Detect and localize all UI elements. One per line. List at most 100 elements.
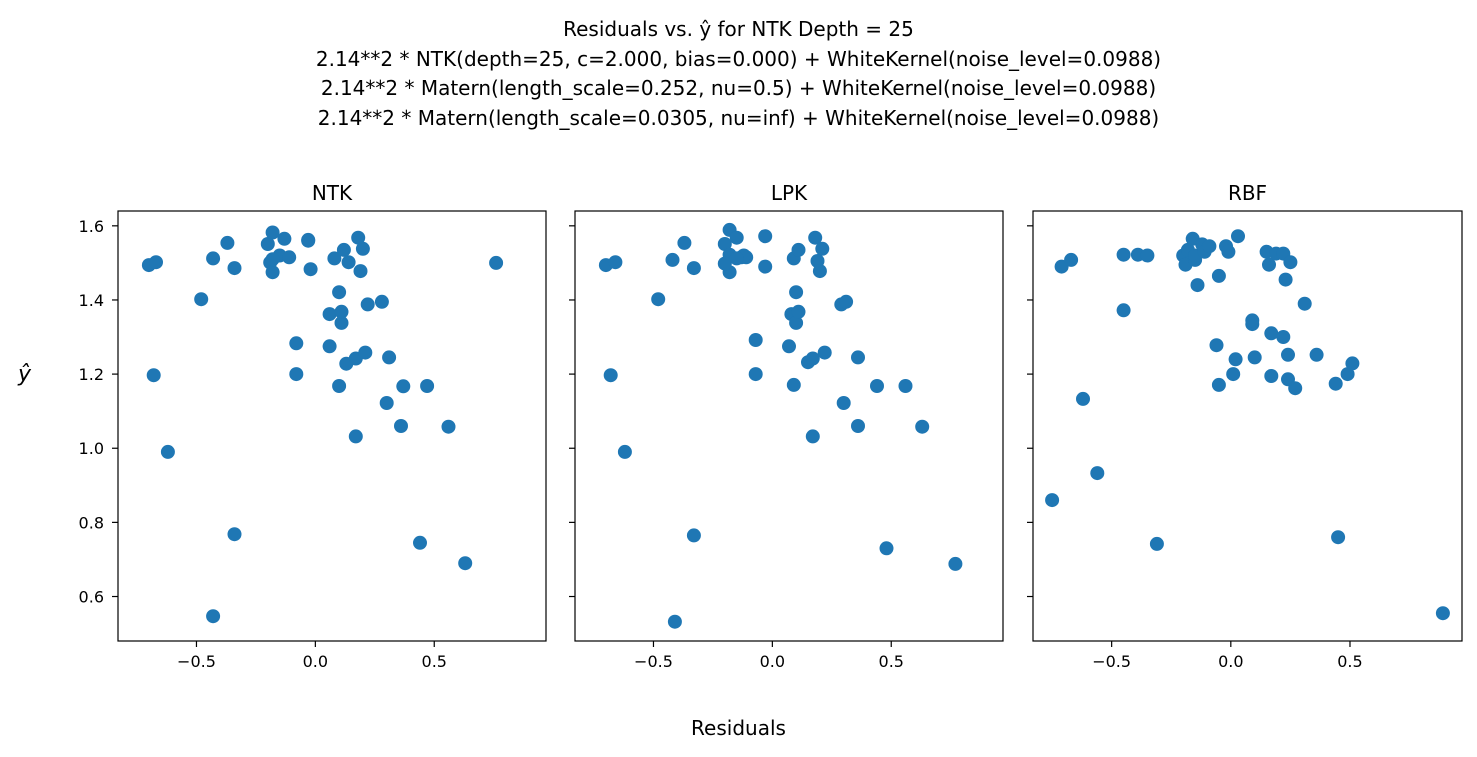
data-point [489,255,504,270]
data-point [265,225,280,240]
x-tick-label: −0.5 [177,652,216,671]
data-point [146,368,161,383]
data-point [1045,493,1060,508]
data-point [1283,255,1298,270]
data-point [1116,247,1131,262]
data-point [898,379,913,393]
data-point [220,235,235,250]
figure-xlabel: Residuals [691,716,786,740]
data-point [332,285,347,300]
data-point [413,535,427,550]
y-tick-label: 0.6 [79,588,104,607]
data-point [851,350,865,365]
x-tick-label: 0.5 [422,652,447,671]
data-point [1228,352,1243,367]
data-point [289,367,304,382]
data-point [791,242,806,257]
suptitle-line-2: 2.14**2 * NTK(depth=25, c=2.000, bias=0.… [315,47,1162,71]
data-point [1140,248,1155,263]
data-point [1245,313,1260,328]
data-point [353,264,368,279]
data-point [1211,268,1226,283]
data-point [334,315,349,330]
data-point [303,262,318,277]
data-point [394,419,408,433]
data-point [1281,347,1295,362]
data-point [805,351,820,366]
data-point [227,527,242,542]
data-point [870,379,884,393]
data-point [1328,376,1343,391]
data-point [1278,272,1293,287]
data-point [355,241,370,256]
data-point [360,297,375,312]
data-point [791,304,806,319]
data-point [789,285,804,300]
data-point [322,307,337,322]
y-tick-label: 1.0 [79,439,104,458]
data-point [1090,466,1105,481]
y-tick-label: 1.2 [79,365,104,384]
data-point [374,294,389,309]
axes-frame [1032,210,1463,642]
data-point [332,379,347,393]
data-point [334,304,349,319]
data-point [1435,606,1450,621]
subplot-lpk: LPK −0.5 0.0 0.5 [569,181,1004,671]
data-point [1226,367,1241,382]
figure-ylabel: ŷ [18,362,32,387]
x-tick-label: 0.5 [879,652,904,671]
data-point [379,396,394,410]
data-point [789,315,804,330]
data-point [327,251,342,266]
data-point [948,556,963,571]
y-tick-label: 1.6 [79,217,104,236]
data-point [805,429,820,444]
data-point [1209,338,1224,353]
subplot-ntk: NTK −0.5 0.0 0.5 0.6 0.8 1.0 1.2 1.4 1.6 [79,181,547,671]
data-point [836,396,851,410]
data-point [358,345,373,360]
data-point [348,429,363,444]
data-point [1345,356,1360,371]
y-tick-label: 1.4 [79,291,104,310]
data-point [277,231,292,246]
data-point [786,377,801,392]
x-tick-label: 0.5 [1337,652,1362,671]
data-point [458,556,473,571]
data-point [1309,347,1324,362]
data-point [265,252,280,267]
data-point [1331,530,1346,545]
data-point [686,528,701,543]
data-point [1340,367,1355,382]
data-point [686,261,701,276]
data-point [1211,377,1226,392]
x-tick-label: 0.0 [303,652,328,671]
subplot-rbf: RBF −0.5 0.0 0.5 [1027,181,1463,671]
data-point [289,336,304,351]
data-point [1149,536,1164,551]
data-point [815,241,830,256]
data-point [729,230,744,245]
data-point [341,255,356,270]
data-point [227,261,242,276]
data-point [1190,278,1205,293]
suptitle-line-4: 2.14**2 * Matern(length_scale=0.0305, nu… [317,106,1160,130]
data-point [1276,330,1291,344]
data-point [608,255,623,270]
data-point [667,614,682,629]
data-point [194,292,209,307]
data-point [617,444,632,459]
data-point [717,256,732,271]
suptitle-line-3: 2.14**2 * Matern(length_scale=0.252, nu=… [320,76,1157,100]
data-point [665,252,680,267]
data-point [603,368,618,383]
data-point [396,379,411,394]
data-point [206,251,221,266]
data-point [915,419,930,434]
data-point [420,379,435,393]
data-point [1202,239,1217,254]
data-point [441,419,456,434]
